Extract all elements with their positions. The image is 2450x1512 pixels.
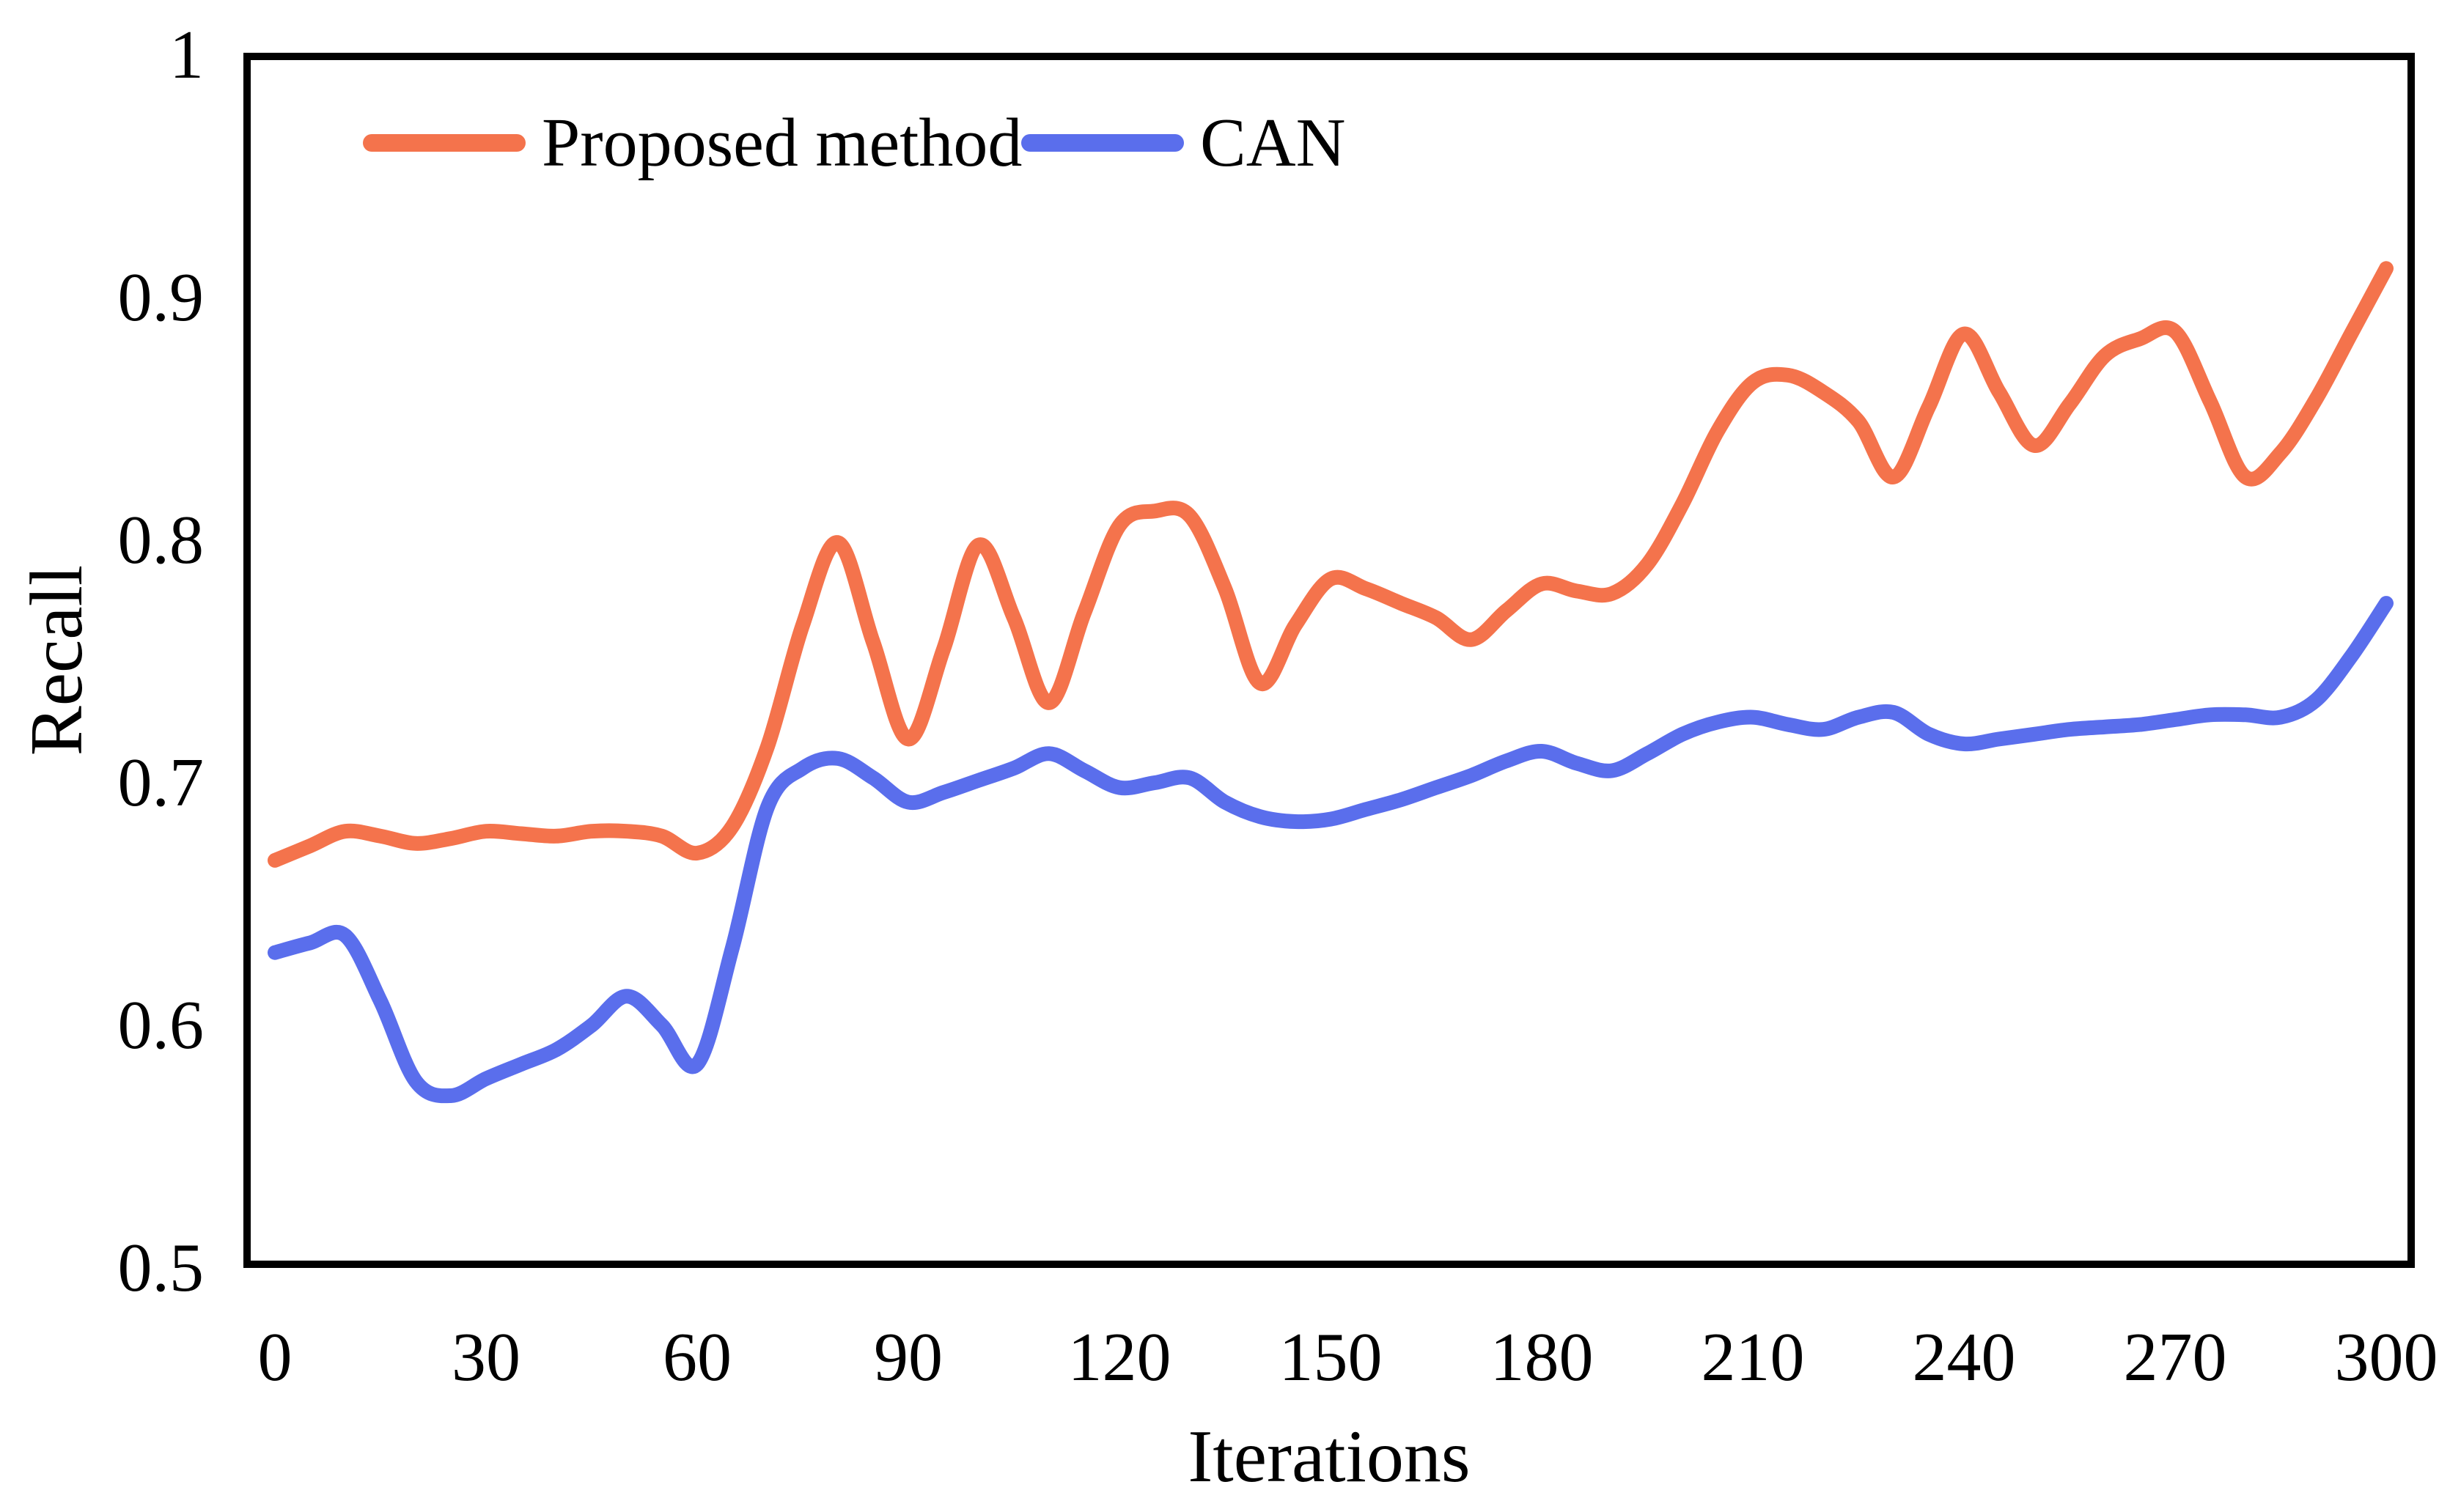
x-tick-label-300: 300 — [2334, 1319, 2438, 1395]
plot-border — [243, 53, 2415, 1268]
x-tick-label-180: 180 — [1490, 1319, 1594, 1395]
x-tick-label-210: 210 — [1701, 1319, 1805, 1395]
x-tick-label-60: 60 — [663, 1319, 732, 1395]
proposed-method-line-swatch — [363, 134, 526, 152]
y-tick-label-1: 1 — [169, 17, 204, 93]
x-tick-label-120: 120 — [1067, 1319, 1171, 1395]
x-axis-title: Iterations — [1188, 1415, 1471, 1498]
x-tick-label-150: 150 — [1279, 1319, 1383, 1395]
y-tick-label-0.6: 0.6 — [117, 987, 205, 1063]
y-axis-title: Recall — [15, 564, 98, 756]
legend-label-can: CAN — [1200, 105, 1346, 181]
x-tick-label-270: 270 — [2123, 1319, 2227, 1395]
legend-item-proposed-method: Proposed method — [363, 108, 1022, 177]
x-tick-label-90: 90 — [874, 1319, 943, 1395]
chart-canvas — [243, 53, 2415, 1268]
x-tick-label-240: 240 — [1912, 1319, 2016, 1395]
y-tick-label-0.5: 0.5 — [117, 1230, 205, 1306]
can-line-swatch — [1021, 134, 1184, 152]
y-tick-label-0.9: 0.9 — [117, 259, 205, 336]
y-tick-label-0.8: 0.8 — [117, 502, 205, 578]
y-tick-label-0.7: 0.7 — [117, 745, 205, 821]
proposed-method-line — [268, 261, 2394, 868]
x-tick-label-30: 30 — [452, 1319, 520, 1395]
can-line — [268, 596, 2394, 1104]
x-tick-label-0: 0 — [257, 1319, 293, 1395]
legend-item-can: CAN — [1021, 108, 1345, 177]
legend-label-proposed-method: Proposed method — [542, 105, 1023, 181]
